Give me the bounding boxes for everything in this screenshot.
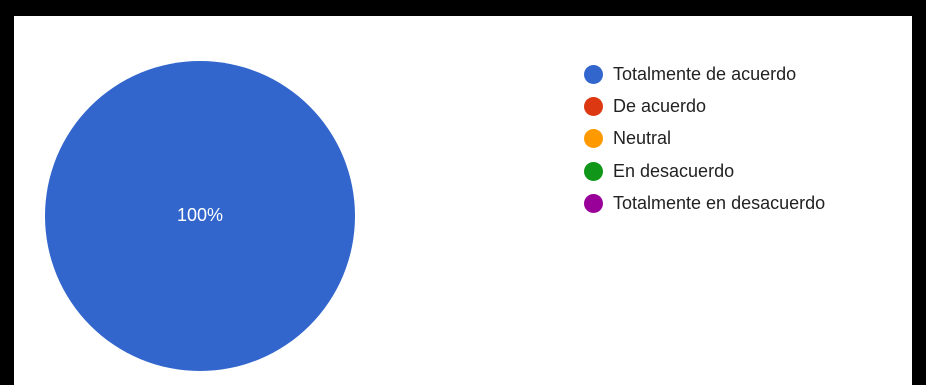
legend-label: De acuerdo [613, 95, 707, 116]
legend-swatch [584, 129, 603, 149]
legend-swatch [584, 96, 603, 116]
pie-slices [45, 61, 355, 371]
chart-frame: 100% Totalmente de acuerdo De acuerdo Neut… [14, 16, 912, 385]
pie-slice-0 [45, 61, 355, 371]
legend-item: Neutral [584, 123, 825, 155]
legend-item: Totalmente en desacuerdo [584, 187, 825, 219]
legend-label: En desacuerdo [613, 160, 735, 181]
legend-label: Totalmente en desacuerdo [613, 192, 826, 213]
legend-swatch [584, 161, 603, 181]
legend-item: En desacuerdo [584, 155, 825, 187]
chart-legend: Totalmente de acuerdo De acuerdo Neutral En… [584, 58, 825, 219]
legend-item: Totalmente de acuerdo [584, 58, 825, 90]
pie-slice-label-0: 100% [177, 205, 223, 225]
legend-label: Neutral [613, 128, 672, 149]
pie-chart: 100% [45, 61, 355, 371]
legend-swatch [584, 193, 603, 213]
legend-item: De acuerdo [584, 90, 825, 122]
pie-slice-labels: 100% [177, 205, 223, 225]
legend-label: Totalmente de acuerdo [613, 63, 797, 84]
legend-swatch [584, 64, 603, 84]
